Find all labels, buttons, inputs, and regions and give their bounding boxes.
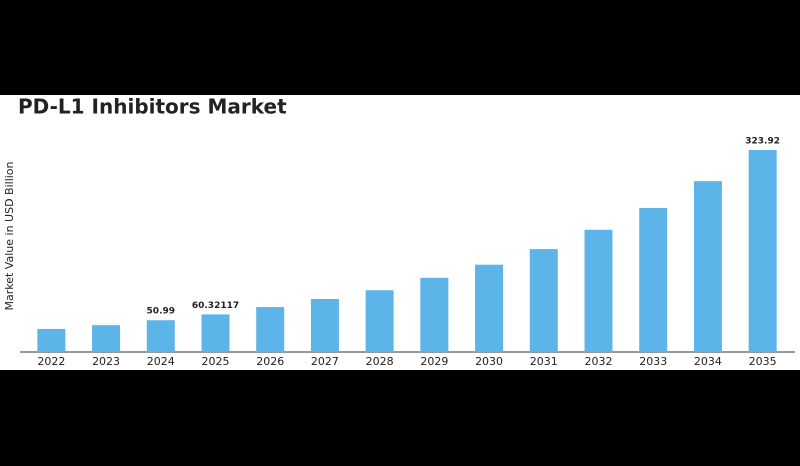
x-tick-label: 2030 xyxy=(475,355,503,368)
value-label: 323.92 xyxy=(745,137,780,147)
x-tick-label: 2022 xyxy=(37,355,65,368)
bar xyxy=(420,277,449,352)
x-tick-label: 2034 xyxy=(694,355,722,368)
x-tick-label: 2031 xyxy=(530,355,558,368)
value-label: 50.99 xyxy=(147,307,175,317)
x-tick-label: 2032 xyxy=(585,355,613,368)
x-tick-label: 2029 xyxy=(420,355,448,368)
bar xyxy=(584,229,613,352)
bar xyxy=(529,249,558,352)
x-tick-label: 2027 xyxy=(311,355,339,368)
x-tick-label: 2035 xyxy=(749,355,777,368)
bar xyxy=(748,150,777,352)
bar xyxy=(146,320,175,352)
chart-title: PD-L1 Inhibitors Market xyxy=(18,95,287,119)
x-tick-label: 2026 xyxy=(256,355,284,368)
y-axis-label: Market Value in USD Billion xyxy=(3,161,16,310)
x-tick-label: 2024 xyxy=(147,355,175,368)
bar xyxy=(256,307,285,352)
bar xyxy=(310,299,339,352)
bar xyxy=(37,328,66,352)
bar xyxy=(693,181,722,352)
value-label: 60.32117 xyxy=(192,301,239,311)
x-tick-label: 2025 xyxy=(202,355,230,368)
bottom-band xyxy=(0,370,800,466)
bar xyxy=(201,314,230,352)
top-band xyxy=(0,0,800,95)
x-tick-label: 2033 xyxy=(639,355,667,368)
bar xyxy=(92,325,121,352)
bar xyxy=(475,264,504,352)
bar xyxy=(639,207,668,352)
bar xyxy=(365,290,394,352)
x-tick-label: 2023 xyxy=(92,355,120,368)
x-tick-label: 2028 xyxy=(366,355,394,368)
